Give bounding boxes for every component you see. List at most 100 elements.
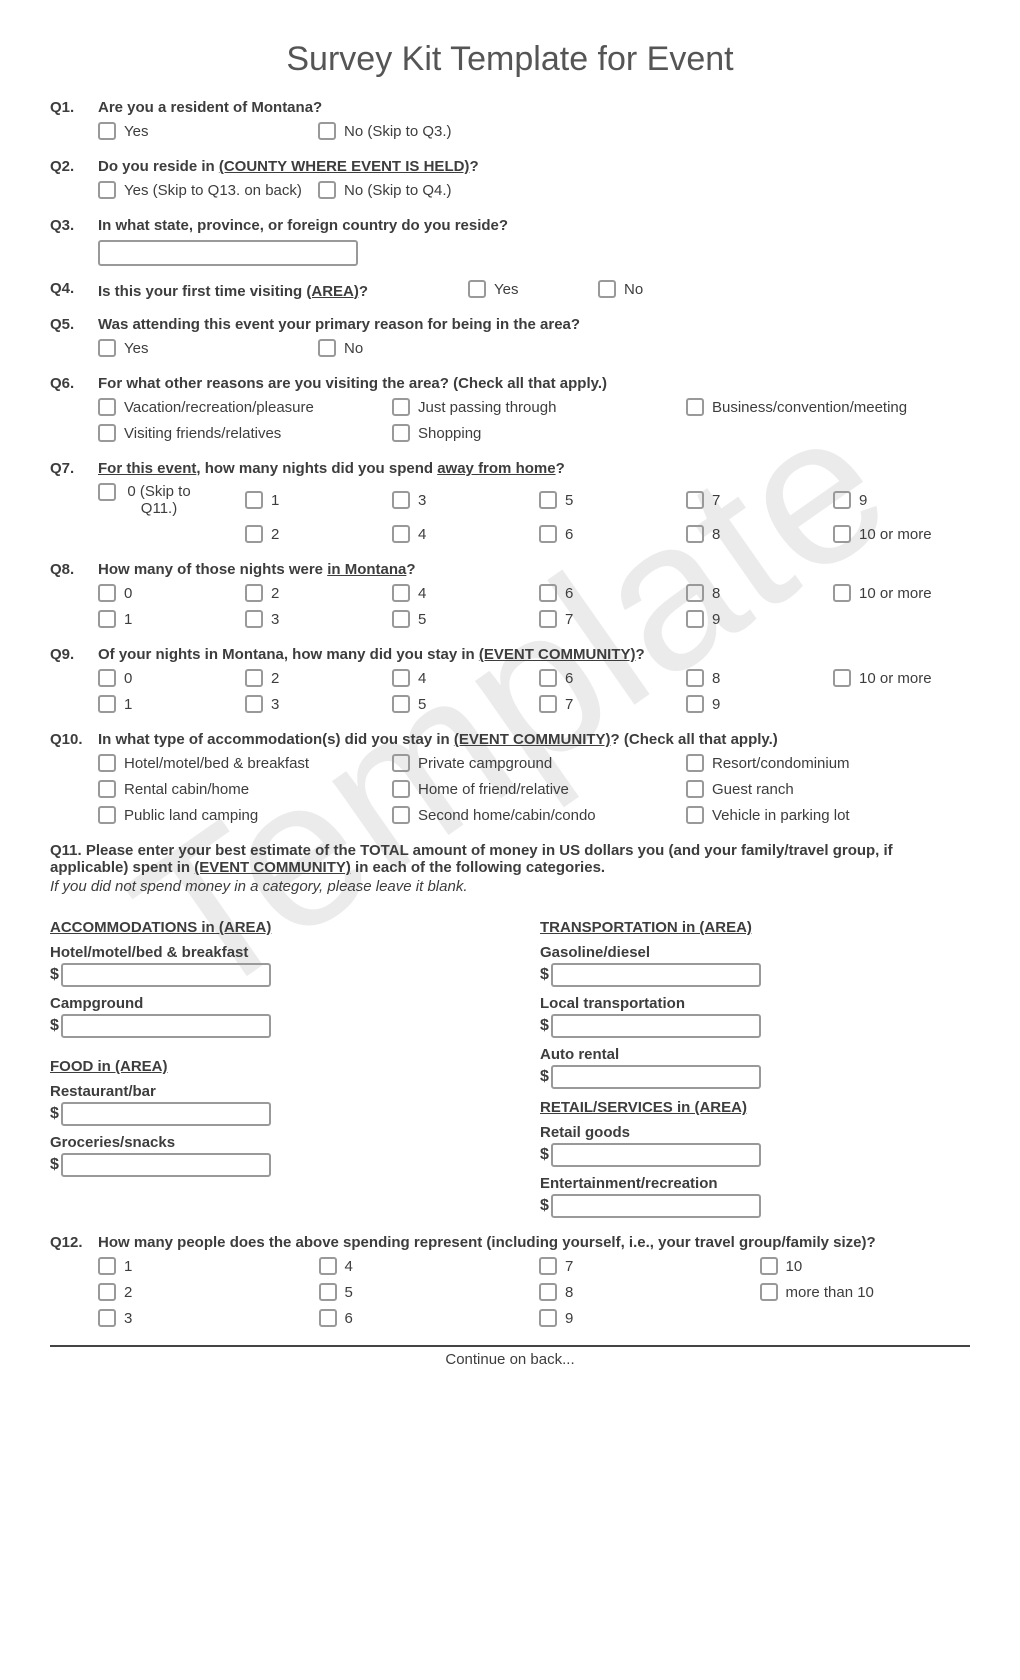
q12-more-checkbox[interactable] bbox=[760, 1283, 778, 1301]
q7-4-checkbox[interactable] bbox=[392, 525, 410, 543]
q9-8-checkbox[interactable] bbox=[686, 669, 704, 687]
q7-6-checkbox[interactable] bbox=[539, 525, 557, 543]
q8-5-checkbox[interactable] bbox=[392, 610, 410, 628]
q2-yes-label: Yes (Skip to Q13. on back) bbox=[124, 182, 302, 199]
gas-label: Gasoline/diesel bbox=[540, 944, 970, 961]
q12-2-checkbox[interactable] bbox=[98, 1283, 116, 1301]
q7-text: For this event, how many nights did you … bbox=[98, 460, 970, 477]
q8-2-checkbox[interactable] bbox=[245, 584, 263, 602]
q12-2-label: 2 bbox=[124, 1284, 132, 1301]
q6-o4-checkbox[interactable] bbox=[98, 424, 116, 442]
q12-5-checkbox[interactable] bbox=[319, 1283, 337, 1301]
q12-3-checkbox[interactable] bbox=[98, 1309, 116, 1327]
q3-input[interactable] bbox=[98, 240, 358, 266]
q12-1-checkbox[interactable] bbox=[98, 1257, 116, 1275]
camp-input[interactable] bbox=[61, 1014, 271, 1038]
q7-1-checkbox[interactable] bbox=[245, 491, 263, 509]
q9-2-label: 2 bbox=[271, 670, 279, 687]
local-input[interactable] bbox=[551, 1014, 761, 1038]
q5-yes-checkbox[interactable] bbox=[98, 339, 116, 357]
q10-o7-checkbox[interactable] bbox=[98, 806, 116, 824]
q6-o5-label: Shopping bbox=[418, 425, 481, 442]
question-9: Q9. Of your nights in Montana, how many … bbox=[50, 646, 970, 717]
q8-1-checkbox[interactable] bbox=[98, 610, 116, 628]
hotel-input[interactable] bbox=[61, 963, 271, 987]
q6-o2-checkbox[interactable] bbox=[392, 398, 410, 416]
q8-10-checkbox[interactable] bbox=[833, 584, 851, 602]
q12-8-checkbox[interactable] bbox=[539, 1283, 557, 1301]
q8-0-checkbox[interactable] bbox=[98, 584, 116, 602]
q7-8-checkbox[interactable] bbox=[686, 525, 704, 543]
q7-10-checkbox[interactable] bbox=[833, 525, 851, 543]
q9-6-checkbox[interactable] bbox=[539, 669, 557, 687]
q6-o1-checkbox[interactable] bbox=[98, 398, 116, 416]
q8-8-checkbox[interactable] bbox=[686, 584, 704, 602]
q10-o4-checkbox[interactable] bbox=[98, 780, 116, 798]
q10-o3-checkbox[interactable] bbox=[686, 754, 704, 772]
q7-6-label: 6 bbox=[565, 526, 573, 543]
q9-9-checkbox[interactable] bbox=[686, 695, 704, 713]
q12-10-checkbox[interactable] bbox=[760, 1257, 778, 1275]
q10-o1-checkbox[interactable] bbox=[98, 754, 116, 772]
q10-o1-label: Hotel/motel/bed & breakfast bbox=[124, 755, 309, 772]
q4-yes-checkbox[interactable] bbox=[468, 280, 486, 298]
rest-input[interactable] bbox=[61, 1102, 271, 1126]
q9-3-checkbox[interactable] bbox=[245, 695, 263, 713]
question-8: Q8. How many of those nights were in Mon… bbox=[50, 561, 970, 632]
q12-9-checkbox[interactable] bbox=[539, 1309, 557, 1327]
groc-input[interactable] bbox=[61, 1153, 271, 1177]
q1-yes-checkbox[interactable] bbox=[98, 122, 116, 140]
q12-1-label: 1 bbox=[124, 1258, 132, 1275]
q6-o3-checkbox[interactable] bbox=[686, 398, 704, 416]
q9-7-checkbox[interactable] bbox=[539, 695, 557, 713]
q5-no-checkbox[interactable] bbox=[318, 339, 336, 357]
q7-3-checkbox[interactable] bbox=[392, 491, 410, 509]
q6-o5-checkbox[interactable] bbox=[392, 424, 410, 442]
q12-10-label: 10 bbox=[786, 1258, 803, 1275]
q10-o7-label: Public land camping bbox=[124, 807, 258, 824]
auto-input[interactable] bbox=[551, 1065, 761, 1089]
q9-5-checkbox[interactable] bbox=[392, 695, 410, 713]
q1-no-checkbox[interactable] bbox=[318, 122, 336, 140]
q8-6-checkbox[interactable] bbox=[539, 584, 557, 602]
q10-o5-checkbox[interactable] bbox=[392, 780, 410, 798]
q12-6-checkbox[interactable] bbox=[319, 1309, 337, 1327]
q10-o8-label: Second home/cabin/condo bbox=[418, 807, 596, 824]
q7-0-checkbox[interactable] bbox=[98, 483, 116, 501]
dollar-sign: $ bbox=[50, 1156, 59, 1174]
q7-5-checkbox[interactable] bbox=[539, 491, 557, 509]
q8-4-checkbox[interactable] bbox=[392, 584, 410, 602]
dollar-sign: $ bbox=[540, 1146, 549, 1164]
q7-9-checkbox[interactable] bbox=[833, 491, 851, 509]
dollar-sign: $ bbox=[540, 1017, 549, 1035]
q6-o1-label: Vacation/recreation/pleasure bbox=[124, 399, 314, 416]
q10-o9-checkbox[interactable] bbox=[686, 806, 704, 824]
q7-7-checkbox[interactable] bbox=[686, 491, 704, 509]
q9-1-checkbox[interactable] bbox=[98, 695, 116, 713]
q10-o6-checkbox[interactable] bbox=[686, 780, 704, 798]
q2-no-checkbox[interactable] bbox=[318, 181, 336, 199]
q9-10-checkbox[interactable] bbox=[833, 669, 851, 687]
question-12: Q12. How many people does the above spen… bbox=[50, 1234, 970, 1331]
q9-0-checkbox[interactable] bbox=[98, 669, 116, 687]
q8-7-checkbox[interactable] bbox=[539, 610, 557, 628]
question-4: Q4. Is this your first time visiting (AR… bbox=[50, 280, 970, 302]
q4-no-checkbox[interactable] bbox=[598, 280, 616, 298]
goods-input[interactable] bbox=[551, 1143, 761, 1167]
q2-yes-checkbox[interactable] bbox=[98, 181, 116, 199]
q7-9-label: 9 bbox=[859, 492, 867, 509]
q8-3-checkbox[interactable] bbox=[245, 610, 263, 628]
q7-2-checkbox[interactable] bbox=[245, 525, 263, 543]
q8-9-checkbox[interactable] bbox=[686, 610, 704, 628]
q10-o2-checkbox[interactable] bbox=[392, 754, 410, 772]
q9-4-checkbox[interactable] bbox=[392, 669, 410, 687]
camp-label: Campground bbox=[50, 995, 480, 1012]
gas-input[interactable] bbox=[551, 963, 761, 987]
q12-4-checkbox[interactable] bbox=[319, 1257, 337, 1275]
q10-o8-checkbox[interactable] bbox=[392, 806, 410, 824]
q8-0-label: 0 bbox=[124, 585, 132, 602]
q12-7-checkbox[interactable] bbox=[539, 1257, 557, 1275]
ent-input[interactable] bbox=[551, 1194, 761, 1218]
q9-2-checkbox[interactable] bbox=[245, 669, 263, 687]
q12-5-label: 5 bbox=[345, 1284, 353, 1301]
